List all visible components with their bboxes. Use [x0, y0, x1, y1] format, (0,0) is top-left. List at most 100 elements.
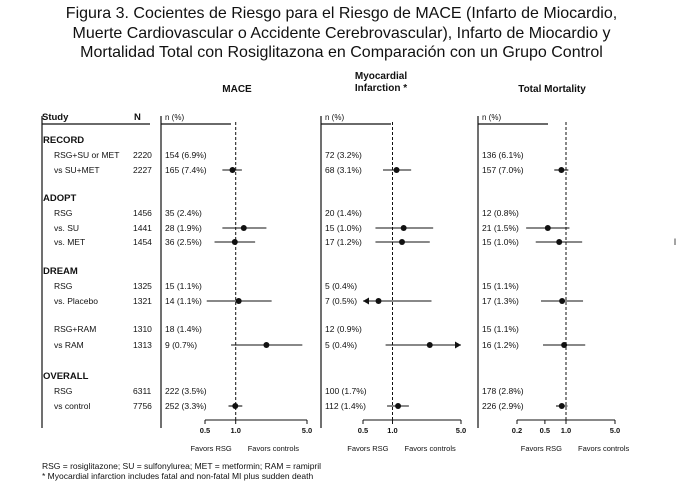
row-n: 1310	[133, 324, 152, 334]
hazard-ratio-point	[544, 225, 551, 231]
favors-controls-label: Favors controls	[578, 444, 630, 453]
column-header-n-percent: n (%)	[482, 113, 501, 122]
row-label: vs RAM	[54, 340, 84, 350]
favors-rsg-label: Favors RSG	[347, 444, 388, 453]
x-tick-label: 1.0	[561, 426, 571, 435]
row-events-cell: 12 (0.8%)	[482, 208, 519, 218]
row-n: 1325	[133, 281, 152, 291]
x-tick-label: 0.2	[512, 426, 522, 435]
row-events-cell: 18 (1.4%)	[165, 324, 202, 334]
ci-arrow-left	[363, 297, 369, 305]
row-events-cell: 15 (1.1%)	[482, 324, 519, 334]
hazard-ratio-point	[558, 403, 565, 409]
column-header-study: Study	[42, 112, 69, 123]
column-header-n-percent: n (%)	[165, 113, 184, 122]
row-n: 2220	[133, 150, 152, 160]
row-n: 7756	[133, 401, 152, 411]
row-events-cell: 157 (7.0%)	[482, 165, 524, 175]
row-label: vs SU+MET	[54, 165, 100, 175]
row-events-cell: 15 (1.1%)	[165, 281, 202, 291]
row-label: RSG	[54, 208, 72, 218]
footnote-abbreviations: RSG = rosiglitazone; SU = sulfonylurea; …	[42, 461, 322, 471]
row-events-cell: 20 (1.4%)	[325, 208, 362, 218]
row-events-cell: 15 (1.1%)	[482, 281, 519, 291]
row-events-cell: 154 (6.9%)	[165, 150, 207, 160]
row-events-cell: 136 (6.1%)	[482, 150, 524, 160]
row-events-cell: 28 (1.9%)	[165, 223, 202, 233]
row-label: RSG+RAM	[54, 324, 96, 334]
row-label: vs control	[54, 401, 90, 411]
hazard-ratio-point	[232, 403, 239, 409]
row-n: 2227	[133, 165, 152, 175]
favors-rsg-label: Favors RSG	[521, 444, 562, 453]
hazard-ratio-point	[235, 298, 242, 304]
row-events-cell: 21 (1.5%)	[482, 223, 519, 233]
title-line-2: Muerte Cardiovascular o Accidente Cerebr…	[72, 24, 611, 42]
row-events-cell: 5 (0.4%)	[325, 340, 357, 350]
x-tick-label: 5.0	[302, 426, 312, 435]
x-tick-label: 1.0	[387, 426, 397, 435]
group-label: DREAM	[43, 266, 78, 277]
group-label: RECORD	[43, 135, 84, 146]
title-line-3: Mortalidad Total con Rosiglitazona en Co…	[80, 44, 603, 61]
row-n: 1454	[133, 237, 152, 247]
group-label: ADOPT	[43, 193, 76, 204]
row-label: vs. Placebo	[54, 296, 98, 306]
row-events-cell: 178 (2.8%)	[482, 386, 524, 396]
panel-title: Infarction *	[355, 83, 407, 94]
hazard-ratio-point	[240, 225, 247, 231]
group-label: OVERALL	[43, 371, 89, 382]
x-tick-label: 0.5	[200, 426, 210, 435]
hazard-ratio-point	[231, 239, 238, 245]
row-n: 1441	[133, 223, 152, 233]
row-label: RSG	[54, 386, 72, 396]
row-events-cell: 165 (7.4%)	[165, 165, 207, 175]
panel-title: Total Mortality	[518, 84, 586, 95]
row-events-cell: 252 (3.3%)	[165, 401, 207, 411]
panel-title: MACE	[222, 84, 252, 95]
ci-arrow-right	[455, 341, 461, 349]
x-tick-label: 5.0	[456, 426, 466, 435]
row-label: vs. MET	[54, 237, 85, 247]
favors-controls-label: Favors controls	[248, 444, 300, 453]
row-events-cell: 72 (3.2%)	[325, 150, 362, 160]
stray-mark: l	[674, 237, 676, 247]
row-label: RSG	[54, 281, 72, 291]
row-events-cell: 15 (1.0%)	[325, 223, 362, 233]
hazard-ratio-point	[398, 239, 405, 245]
row-events-cell: 17 (1.3%)	[482, 296, 519, 306]
row-events-cell: 68 (3.1%)	[325, 165, 362, 175]
row-n: 1313	[133, 340, 152, 350]
row-label: vs. SU	[54, 223, 79, 233]
hazard-ratio-point	[558, 167, 565, 173]
row-events-cell: 100 (1.7%)	[325, 386, 367, 396]
row-events-cell: 222 (3.5%)	[165, 386, 207, 396]
row-events-cell: 112 (1.4%)	[325, 401, 366, 411]
row-events-cell: 36 (2.5%)	[165, 237, 202, 247]
panel-title: Myocardial	[355, 71, 407, 82]
row-events-cell: 16 (1.2%)	[482, 340, 519, 350]
column-header-n-percent: n (%)	[325, 113, 344, 122]
figure-title: Figura 3. Cocientes de Riesgo para el Ri…	[0, 4, 683, 63]
row-label: RSG+SU or MET	[54, 150, 119, 160]
hazard-ratio-point	[395, 403, 402, 409]
favors-controls-label: Favors controls	[405, 444, 457, 453]
row-events-cell: 226 (2.9%)	[482, 401, 524, 411]
row-n: 1321	[133, 296, 152, 306]
footnote-mi-definition: * Myocardial infarction includes fatal a…	[42, 471, 314, 481]
row-events-cell: 15 (1.0%)	[482, 237, 519, 247]
row-n: 6311	[133, 386, 152, 396]
hazard-ratio-point	[393, 167, 400, 173]
title-line-1: Figura 3. Cocientes de Riesgo para el Ri…	[65, 5, 618, 22]
row-events-cell: 7 (0.5%)	[325, 296, 357, 306]
hazard-ratio-point	[229, 167, 236, 173]
hazard-ratio-point	[400, 225, 407, 231]
row-events-cell: 17 (1.2%)	[325, 237, 362, 247]
x-tick-label: 0.5	[358, 426, 368, 435]
x-tick-label: 1.0	[230, 426, 240, 435]
hazard-ratio-point	[426, 342, 433, 348]
hazard-ratio-point	[375, 298, 382, 304]
favors-rsg-label: Favors RSG	[190, 444, 231, 453]
hazard-ratio-point	[263, 342, 270, 348]
